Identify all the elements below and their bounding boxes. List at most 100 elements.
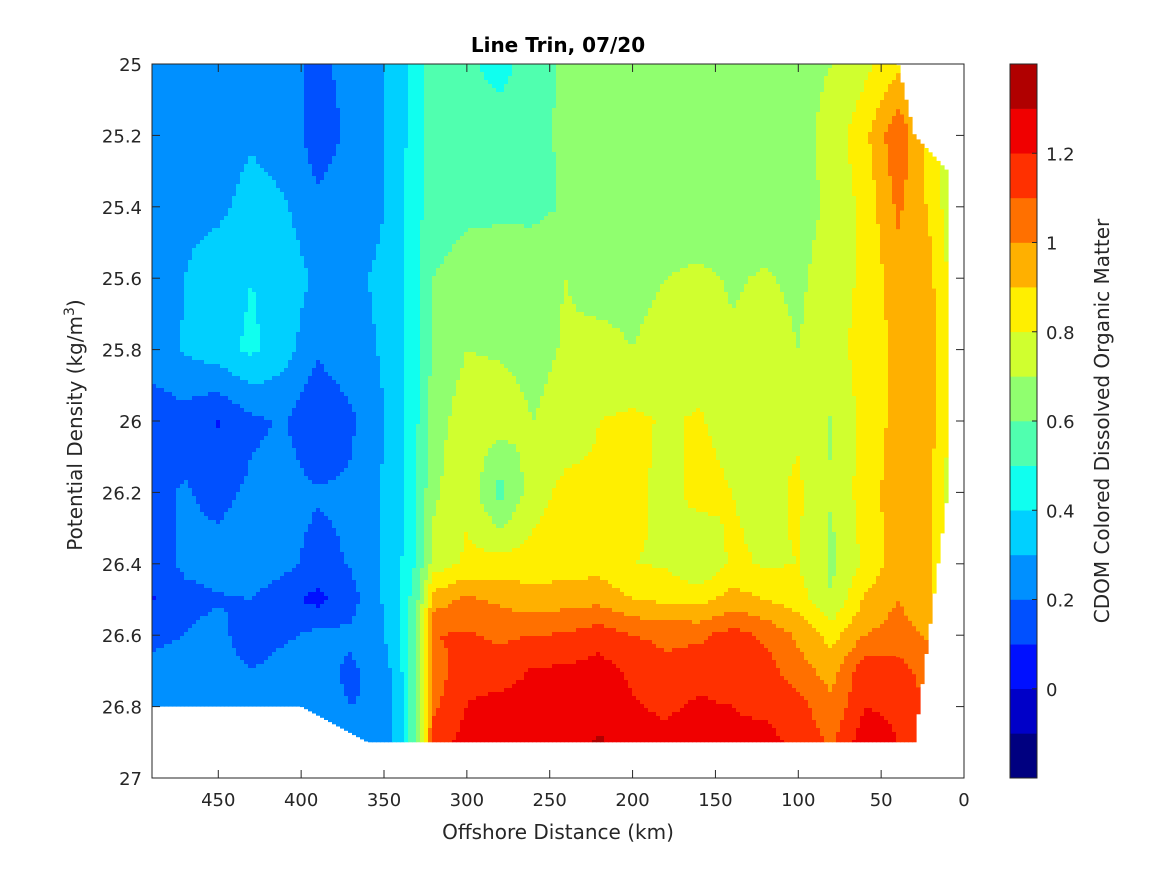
contour-cell [932, 156, 937, 290]
contour-cell [860, 636, 865, 661]
contour-cell [892, 80, 897, 117]
contour-cell [768, 620, 773, 653]
contour-cell [852, 196, 857, 289]
contour-cell [568, 296, 573, 469]
contour-cell [820, 92, 825, 613]
contour-cell [772, 660, 777, 729]
contour-cell [612, 416, 617, 589]
contour-cell [604, 580, 609, 609]
contour-cell [560, 580, 565, 609]
contour-cell [800, 576, 805, 617]
contour-cell [628, 688, 633, 743]
contour-cell [200, 512, 205, 585]
contour-cell [268, 656, 273, 707]
contour-cell [572, 304, 577, 465]
contour-cell [576, 464, 581, 581]
contour-cell [592, 656, 597, 741]
contour-cell [496, 500, 501, 529]
contour-cell [928, 236, 933, 624]
contour-cell [816, 112, 821, 181]
contour-cell [468, 700, 473, 743]
contour-cell [784, 632, 789, 681]
contour-cell [808, 664, 813, 709]
contour-cell [704, 268, 709, 425]
contour-cell [332, 156, 337, 381]
contour-cell [192, 64, 197, 249]
contour-cell [684, 416, 689, 501]
contour-cell [428, 564, 433, 585]
contour-cell [480, 504, 485, 549]
contour-cell [844, 628, 849, 657]
contour-cell [712, 600, 717, 617]
contour-cell [244, 380, 249, 413]
contour-cell [516, 64, 521, 225]
contour-cell [444, 648, 449, 681]
contour-cell [832, 532, 837, 577]
contour-cell [728, 612, 733, 629]
contour-cell [716, 276, 721, 461]
colorbar-swatch [1010, 331, 1037, 377]
contour-cell [248, 460, 253, 601]
contour-cell [508, 372, 513, 445]
contour-cell [540, 584, 545, 613]
contour-cell [664, 720, 669, 743]
contour-cell [240, 172, 245, 337]
contour-cell [184, 356, 189, 401]
contour-cell [688, 584, 693, 605]
contour-cell [476, 548, 481, 581]
x-tick-label: 100 [781, 790, 815, 811]
contour-cell [300, 468, 305, 549]
contour-cell [840, 632, 845, 665]
contour-cell [320, 628, 325, 718]
contour-cell [772, 624, 777, 661]
contour-cell [332, 628, 337, 725]
colorbar-swatch [1010, 510, 1037, 556]
x-tick-label: 450 [201, 790, 235, 811]
contour-cell [776, 668, 781, 737]
contour-cell [924, 204, 929, 641]
contour-cell [260, 440, 265, 589]
contour-cell [536, 584, 541, 613]
contour-cell [484, 356, 489, 457]
contour-cell [508, 444, 513, 521]
contour-cell [532, 636, 537, 669]
contour-cell [316, 588, 321, 609]
contour-cell [436, 572, 441, 589]
contour-cell [412, 568, 417, 743]
contour-cell [528, 668, 533, 743]
contour-cell [264, 588, 269, 661]
contour-cell [796, 612, 801, 649]
contour-cell [256, 664, 261, 707]
contour-cell [592, 576, 597, 605]
contour-cell [556, 64, 561, 349]
contour-cell [356, 696, 361, 738]
contour-cell [360, 64, 365, 740]
contour-cell [764, 268, 769, 569]
contour-cell [736, 64, 741, 301]
contour-cell [900, 114, 905, 212]
contour-cell [792, 464, 797, 557]
contour-cell [508, 688, 513, 743]
contour-cell [504, 644, 509, 689]
contour-cell [864, 80, 869, 593]
contour-cell [880, 264, 885, 481]
contour-cell [788, 632, 793, 685]
colorbar-ticks: 0 0.2 0.4 0.6 0.8 1 1.2 [1032, 144, 1075, 701]
contour-cell [552, 612, 557, 633]
colorbar-tick-label: 0.4 [1046, 501, 1075, 522]
contour-cell [692, 508, 697, 585]
contour-cell [700, 64, 705, 265]
contour-cell [316, 184, 321, 361]
plot-area [151, 63, 965, 779]
contour-cell [596, 576, 601, 605]
contour-cell [456, 240, 461, 381]
contour-cell [764, 648, 769, 721]
contour-cell [300, 548, 305, 633]
contour-cell [588, 608, 593, 629]
contour-cell [464, 580, 469, 597]
contour-cell [548, 500, 553, 585]
contour-cell [172, 396, 177, 641]
contour-cell [368, 64, 373, 273]
contour-cell [772, 568, 777, 605]
contour-cell [344, 64, 349, 397]
